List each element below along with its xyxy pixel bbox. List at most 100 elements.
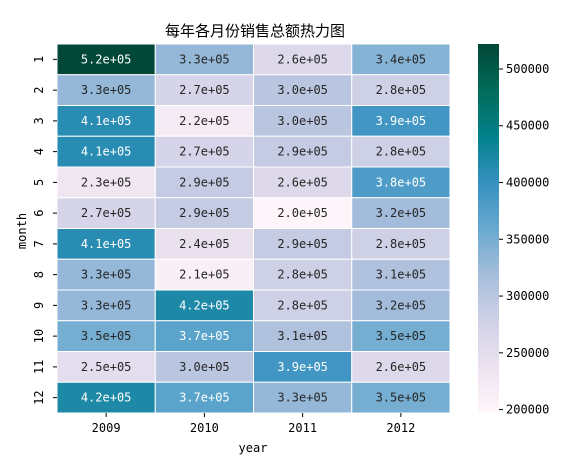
cell-value-label: 5.2e+05 (81, 52, 132, 66)
cell-value-label: 2.6e+05 (277, 52, 328, 66)
heatmap-cell (351, 43, 451, 76)
cell-value-label: 3.7e+05 (179, 391, 230, 405)
cell-value-label: 3.2e+05 (376, 298, 427, 312)
y-tick-label: 7 (32, 240, 46, 247)
cell-value-label: 3.5e+05 (376, 391, 427, 405)
cell-value-label: 4.1e+05 (81, 114, 132, 128)
cell-value-label: 3.2e+05 (376, 206, 427, 220)
heatmap-cell (253, 228, 353, 260)
x-tick-labels: 2009 2010 2011 2012 (92, 413, 415, 435)
colorbar-gradient (478, 44, 499, 413)
cell-value-label: 3.0e+05 (277, 83, 328, 97)
cell-value-label: 4.2e+05 (179, 298, 230, 312)
cell-value-label: 2.8e+05 (376, 83, 427, 97)
y-tick-label: 8 (32, 271, 46, 278)
cell-value-label: 3.5e+05 (81, 329, 132, 343)
chart-title: 每年各月份销售总额热力图 (165, 22, 345, 40)
cell-value-label: 2.9e+05 (277, 237, 328, 251)
cell-value-label: 3.3e+05 (277, 391, 328, 405)
x-tick-label: 2011 (288, 421, 317, 435)
heatmap-cell (351, 289, 451, 322)
cell-value-label: 2.8e+05 (277, 298, 328, 312)
cell-value-label: 2.3e+05 (81, 175, 132, 189)
cell-value-label: 4.1e+05 (81, 145, 132, 159)
colorbar-tick-label: 200000 (506, 403, 549, 417)
heatmap-cell (56, 197, 156, 229)
y-tick-label: 6 (32, 210, 46, 217)
heatmap-cell (154, 74, 254, 106)
cell-value-label: 3.0e+05 (277, 114, 328, 128)
colorbar: 200000 250000 300000 350000 400000 450000 5000… (478, 44, 549, 417)
cell-value-label: 3.3e+05 (179, 52, 230, 66)
heatmap-cell (154, 135, 254, 168)
cell-value-label: 4.1e+05 (81, 237, 132, 251)
y-tick-label: 10 (32, 329, 46, 343)
cell-value-label: 3.8e+05 (376, 175, 427, 189)
heatmap-cell (253, 43, 353, 76)
heatmap-cell (351, 351, 451, 383)
cell-value-label: 3.9e+05 (277, 360, 328, 374)
cell-value-label: 2.7e+05 (179, 145, 230, 159)
heatmap-cell (351, 74, 451, 106)
heatmap-cells: 5.2e+05 3.3e+05 2.6e+05 3.4e+05 3.3e+05 2.7e+… (56, 43, 451, 414)
heatmap-cell (253, 166, 353, 199)
cell-value-label: 2.0e+05 (277, 206, 328, 220)
colorbar-tick-label: 450000 (506, 119, 549, 133)
heatmap-cell (351, 320, 451, 352)
heatmap-cell (154, 43, 254, 76)
heatmap-cell (154, 166, 254, 199)
colorbar-tick-label: 300000 (506, 289, 549, 303)
y-tick-label: 12 (32, 390, 46, 404)
cell-value-label: 3.5e+05 (376, 329, 427, 343)
y-tick-label: 5 (32, 179, 46, 186)
cell-value-label: 3.1e+05 (376, 268, 427, 282)
cell-value-label: 3.7e+05 (179, 329, 230, 343)
y-tick-label: 9 (32, 302, 46, 309)
colorbar-tick-label: 400000 (506, 176, 549, 190)
cell-value-label: 4.2e+05 (81, 391, 132, 405)
cell-value-label: 2.9e+05 (277, 145, 328, 159)
cell-value-label: 3.3e+05 (81, 83, 132, 97)
heatmap-cell (351, 135, 451, 168)
cell-value-label: 2.7e+05 (81, 206, 132, 220)
heatmap-cell (56, 43, 156, 76)
heatmap-cell (253, 197, 353, 229)
heatmap-cell (253, 320, 353, 352)
cell-value-label: 2.8e+05 (277, 268, 328, 282)
cell-value-label: 3.3e+05 (81, 298, 132, 312)
y-tick-label: 4 (32, 148, 46, 155)
colorbar-tick-label: 350000 (506, 232, 549, 246)
x-tick-label: 2012 (386, 421, 415, 435)
cell-value-label: 2.9e+05 (179, 206, 230, 220)
y-tick-label: 11 (32, 360, 46, 374)
y-tick-label: 3 (32, 117, 46, 124)
heatmap-cell (351, 166, 451, 199)
cell-value-label: 2.1e+05 (179, 268, 230, 282)
cell-value-label: 2.5e+05 (81, 360, 132, 374)
cell-value-label: 2.4e+05 (179, 237, 230, 251)
cell-value-label: 2.6e+05 (376, 360, 427, 374)
heatmap-cell (351, 197, 451, 229)
cell-value-label: 2.9e+05 (179, 175, 230, 189)
cell-value-label: 3.4e+05 (376, 52, 427, 66)
heatmap-cell (154, 381, 254, 414)
y-axis-label: month (15, 213, 29, 249)
y-tick-label: 1 (32, 56, 46, 63)
y-tick-label: 2 (32, 87, 46, 94)
heatmap-cell (56, 381, 156, 414)
cell-value-label: 2.8e+05 (376, 237, 427, 251)
heatmap-cell (154, 351, 254, 383)
heatmap-cell (253, 258, 353, 291)
colorbar-ticks: 200000 250000 300000 350000 400000 450000 5000… (499, 62, 549, 417)
heatmap-cell (351, 228, 451, 260)
heatmap-cell (253, 381, 353, 414)
heatmap-cell (253, 351, 353, 383)
cell-value-label: 2.8e+05 (376, 145, 427, 159)
x-tick-label: 2010 (190, 421, 219, 435)
heatmap-cell (154, 197, 254, 229)
x-axis-label: year (239, 441, 268, 455)
heatmap-cell (56, 258, 156, 291)
cell-value-label: 2.7e+05 (179, 83, 230, 97)
heatmap-cell (351, 105, 451, 137)
